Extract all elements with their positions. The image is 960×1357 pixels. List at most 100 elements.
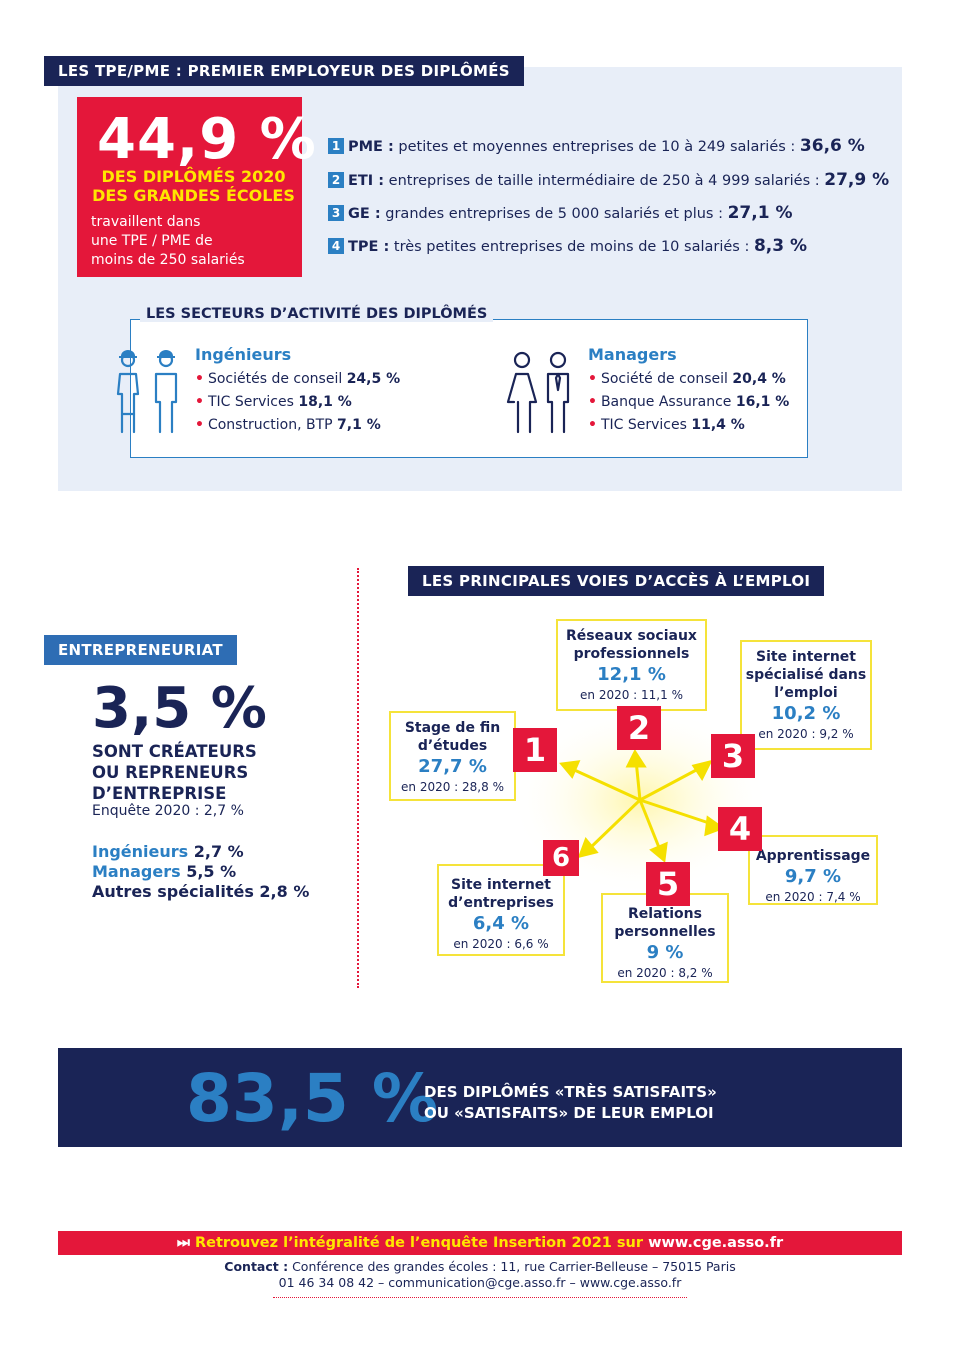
type-desc: grandes entreprises de 5 000 salariés et…: [385, 206, 723, 222]
type-value: 27,9 %: [824, 170, 890, 190]
sector-value: 11,4 %: [691, 417, 745, 433]
sector-value: 7,1 %: [337, 417, 381, 433]
headline-sub: DES DIPLÔMÉS 2020 DES GRANDES ÉCOLES: [92, 167, 295, 205]
company-type-pme: 1 PME : petites et moyennes entreprises d…: [328, 136, 865, 156]
rank-badge: 4: [328, 238, 344, 254]
contact-divider: [273, 1297, 687, 1298]
sectors-title: LES SECTEURS D’ACTIVITÉ DES DIPLÔMÉS: [140, 306, 494, 322]
rank-badge: 3: [711, 734, 755, 778]
route-value: 12,1 %: [597, 664, 666, 685]
route-prev: en 2020 : 8,2 %: [617, 966, 713, 980]
sector-name: TIC Services: [207, 394, 294, 410]
type-abbr: ETI :: [348, 173, 385, 189]
rank-badge: 6: [543, 840, 579, 876]
satisfaction-text-line: OU «SATISFAITS» DE LEUR EMPLOI: [424, 1104, 714, 1122]
access-route-4: Apprentissage 9,7 % en 2020 : 7,4 %: [748, 835, 878, 905]
managers-icon: [506, 351, 570, 434]
line-value: 5,5 %: [186, 862, 237, 881]
route-prev: en 2020 : 9,2 %: [758, 727, 854, 741]
sector-value: 20,4 %: [732, 371, 786, 387]
route-label: Apprentissage: [755, 848, 871, 864]
route-label: d’entreprises: [448, 895, 554, 911]
entrepreneurship-survey: Enquête 2020 : 2,7 %: [92, 803, 244, 819]
route-value: 9 %: [646, 942, 684, 963]
entrepreneurship-sub-line: SONT CRÉATEURS: [92, 742, 257, 761]
engineers-list: • Sociétés de conseil 24,5 % • TIC Service…: [195, 368, 400, 437]
sector-value: 24,5 %: [346, 371, 401, 387]
route-label: Stage de fin: [404, 720, 501, 736]
headline-text-line: une TPE / PME de: [91, 233, 213, 249]
route-prev: en 2020 : 28,8 %: [401, 780, 504, 794]
route-label: Site internet: [451, 877, 551, 893]
footer-banner[interactable]: ⏭ Retrouvez l’intégralité de l’enquête I…: [58, 1231, 902, 1255]
company-type-eti: 2 ETI : entreprises de taille intermédiai…: [328, 170, 889, 190]
contact-details: 01 46 34 08 42 – communication@cge.asso.…: [278, 1275, 682, 1290]
section-divider: [357, 568, 359, 988]
fast-forward-icon: ⏭: [176, 1235, 190, 1251]
managers-list: • Société de conseil 20,4 % • Banque Assur…: [588, 368, 789, 437]
type-abbr: TPE :: [348, 239, 390, 255]
rank-badge: 1: [328, 138, 344, 154]
route-value: 9,7 %: [784, 866, 842, 887]
route-label: Site internet: [756, 649, 856, 665]
contact-block: Contact : Conférence des grandes écoles …: [160, 1259, 800, 1291]
route-prev: en 2020 : 11,1 %: [580, 688, 683, 702]
access-route-6: Site internet d’entreprises 6,4 % en 202…: [437, 864, 565, 956]
route-label: l’emploi: [774, 685, 838, 701]
type-value: 36,6 %: [799, 136, 865, 156]
headline-box: 44,9 % DES DIPLÔMÉS 2020 DES GRANDES ÉCO…: [77, 97, 316, 277]
list-item: • Construction, BTP 7,1 %: [195, 417, 381, 433]
headline-text-line: moins de 250 salariés: [91, 252, 245, 268]
list-item: • Société de conseil 20,4 %: [588, 371, 786, 387]
rank-badge: 2: [328, 172, 344, 188]
route-label: professionnels: [573, 646, 690, 662]
access-route-1: Stage de fin d’études 27,7 % en 2020 : 2…: [389, 711, 516, 801]
list-item: • TIC Services 11,4 %: [588, 417, 745, 433]
company-type-ge: 3 GE : grandes entreprises de 5 000 salar…: [328, 203, 792, 223]
route-label: spécialisé dans: [745, 667, 867, 683]
satisfaction-panel: 83,5 % DES DIPLÔMÉS «TRÈS SATISFAITS» OU…: [58, 1048, 902, 1147]
sector-name: Banque Assurance: [600, 394, 732, 410]
banner-text: Retrouvez l’intégralité de l’enquête Ins…: [194, 1235, 644, 1251]
rank-badge: 2: [617, 706, 661, 750]
type-value: 8,3 %: [753, 236, 808, 256]
type-desc: très petites entreprises de moins de 10 …: [393, 239, 750, 255]
entrepreneurship-line: Autres spécialités 2,8 %: [92, 882, 309, 901]
route-label: Relations: [628, 906, 702, 922]
access-route-5: Relations personnelles 9 % en 2020 : 8,2…: [601, 893, 729, 983]
route-value: 27,7 %: [418, 756, 487, 777]
banner-link[interactable]: www.cge.asso.fr: [648, 1235, 784, 1251]
entrepreneurship-sub: SONT CRÉATEURS OU REPRENEURS D’ENTREPRIS…: [92, 741, 257, 804]
type-desc: entreprises de taille intermédiaire de 2…: [388, 173, 820, 189]
engineers-icon: [116, 350, 178, 434]
route-prev: en 2020 : 7,4 %: [765, 890, 861, 904]
sector-value: 16,1 %: [735, 394, 790, 410]
entrepreneurship-value: 3,5 %: [92, 676, 267, 741]
rank-badge: 1: [513, 728, 557, 772]
route-label: d’études: [417, 738, 488, 754]
route-label: personnelles: [614, 924, 716, 940]
type-abbr: GE :: [348, 206, 381, 222]
rank-badge: 5: [646, 862, 690, 906]
sector-value: 18,1 %: [298, 394, 352, 410]
type-desc: petites et moyennes entreprises de 10 à …: [398, 139, 796, 155]
sector-name: Construction, BTP: [207, 417, 333, 433]
type-value: 27,1 %: [727, 203, 793, 223]
route-label: Réseaux sociaux: [566, 628, 697, 644]
type-abbr: PME :: [348, 139, 394, 155]
route-prev: en 2020 : 6,6 %: [453, 937, 549, 951]
line-value: 2,7 %: [193, 842, 244, 861]
engineers-label: Ingénieurs: [195, 345, 292, 364]
rank-badge: 3: [328, 205, 344, 221]
line-label: Managers: [92, 862, 181, 881]
list-item: • Banque Assurance 16,1 %: [588, 394, 790, 410]
managers-label: Managers: [588, 345, 677, 364]
satisfaction-text-line: DES DIPLÔMÉS «TRÈS SATISFAITS»: [424, 1083, 717, 1101]
access-route-3: Site internet spécialisé dans l’emploi 1…: [740, 640, 872, 750]
contact-address: Conférence des grandes écoles : 11, rue …: [292, 1259, 736, 1274]
line-label: Autres spécialités: [92, 882, 254, 901]
route-value: 6,4 %: [472, 913, 530, 934]
tpe-pme-title: LES TPE/PME : PREMIER EMPLOYEUR DES DIPL…: [44, 56, 524, 86]
route-value: 10,2 %: [771, 703, 841, 724]
satisfaction-text: DES DIPLÔMÉS «TRÈS SATISFAITS» OU «SATIS…: [424, 1082, 717, 1124]
